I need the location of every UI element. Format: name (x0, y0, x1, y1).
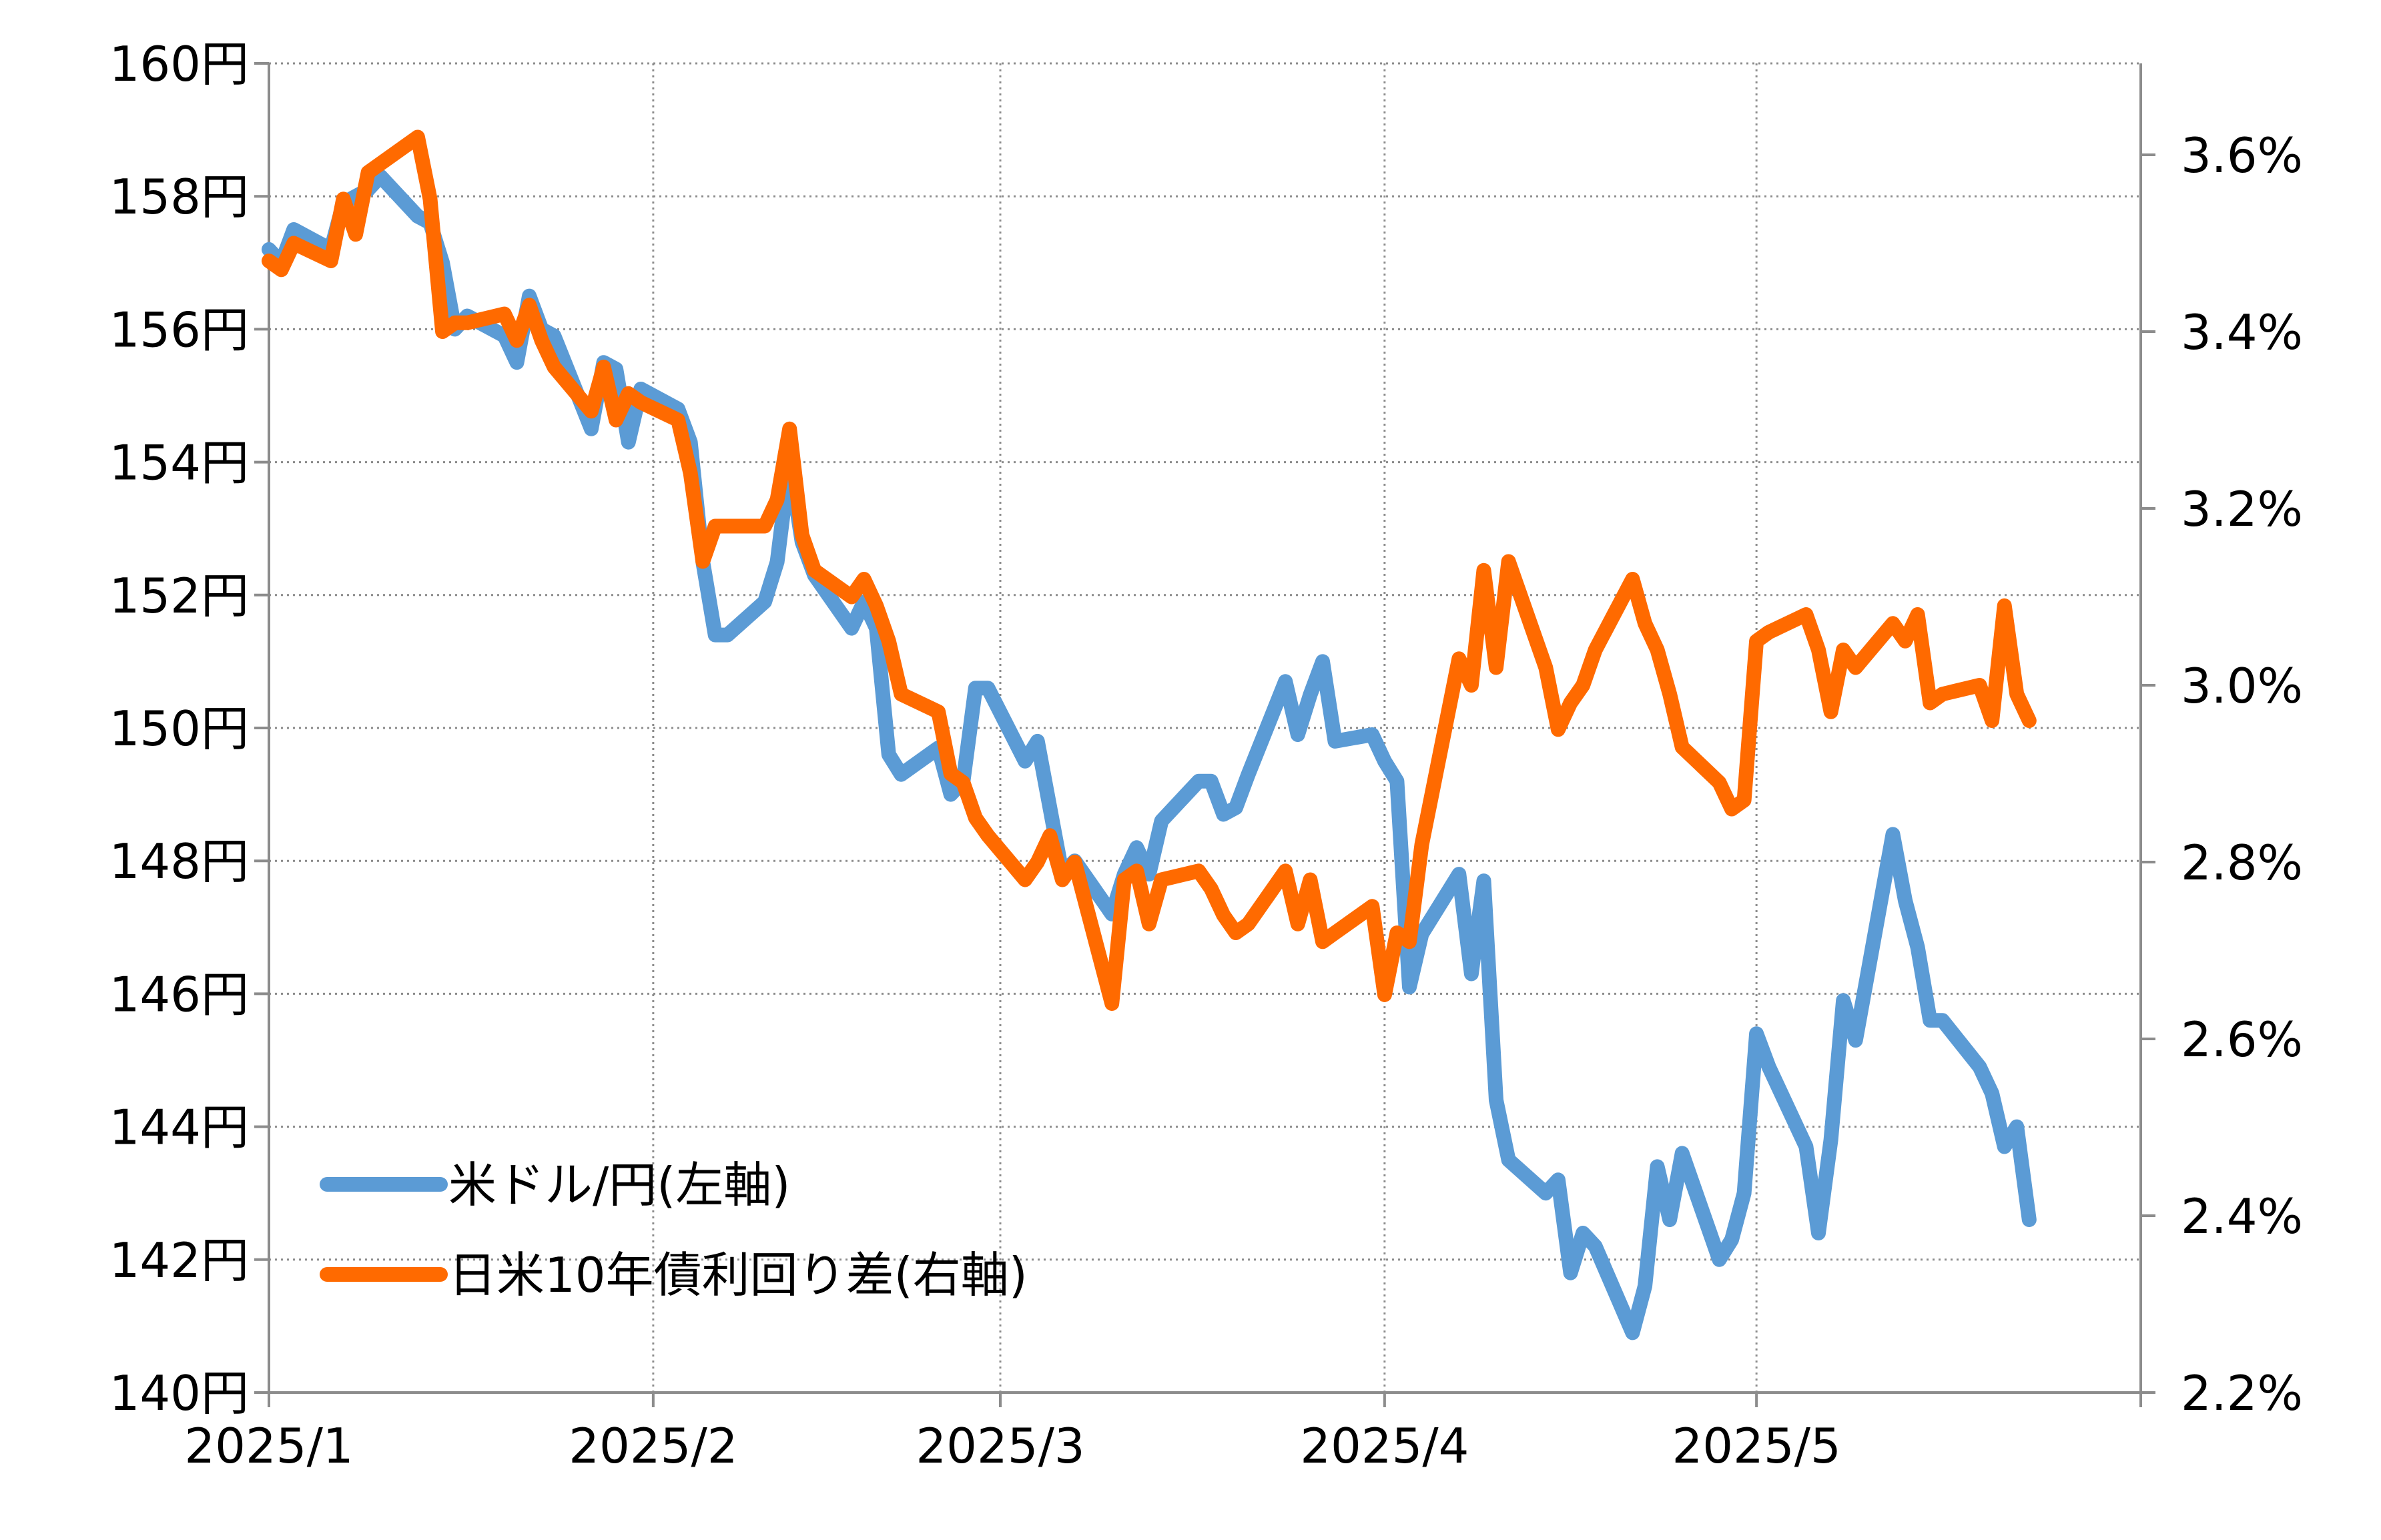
y-left-tick-label: 140円 (109, 1365, 249, 1421)
y-right-tick-label: 2.8% (2181, 835, 2303, 891)
y-left-tick-label: 160円 (109, 36, 249, 92)
x-tick-label: 2025/3 (916, 1418, 1084, 1474)
y-left-tick-label: 150円 (109, 701, 249, 757)
x-tick-label: 2025/1 (184, 1418, 353, 1474)
labels-layer: 140円 142円 144円 146円 148円 150円 152円 154円 156円 158円… (109, 36, 2303, 1474)
y-left-tick-label: 156円 (109, 302, 249, 358)
yield-spread-series-line (262, 129, 2037, 1011)
series-layer (262, 129, 2037, 1340)
y-right-tick-label: 2.6% (2181, 1012, 2303, 1068)
y-right-tick-label: 3.6% (2181, 127, 2303, 183)
y-right-tick-label: 3.2% (2181, 481, 2303, 537)
y-right-tick-label: 2.4% (2181, 1188, 2303, 1244)
y-right-tick-label: 2.2% (2181, 1365, 2303, 1421)
y-left-tick-label: 158円 (109, 169, 249, 225)
y-right-tick-label: 3.0% (2181, 658, 2303, 714)
legend-label-usdjpy: 米ドル/円(左軸) (448, 1157, 790, 1213)
y-left-tick-label: 154円 (109, 435, 249, 491)
y-left-tick-label: 142円 (109, 1232, 249, 1288)
y-right-tick-label: 3.4% (2181, 304, 2303, 360)
x-tick-label: 2025/2 (569, 1418, 737, 1474)
y-left-tick-label: 148円 (109, 833, 249, 889)
axes-layer (254, 62, 2155, 1407)
y-left-tick-label: 144円 (109, 1100, 249, 1156)
legend: 米ドル/円(左軸) 日米10年債利回り差(右軸) (320, 1157, 1028, 1303)
y-left-tick-label: 152円 (109, 568, 249, 624)
x-tick-label: 2025/4 (1300, 1418, 1469, 1474)
legend-label-yield-spread: 日米10年債利回り差(右軸) (448, 1247, 1028, 1303)
y-left-tick-label: 146円 (109, 966, 249, 1022)
x-tick-label: 2025/5 (1672, 1418, 1840, 1474)
